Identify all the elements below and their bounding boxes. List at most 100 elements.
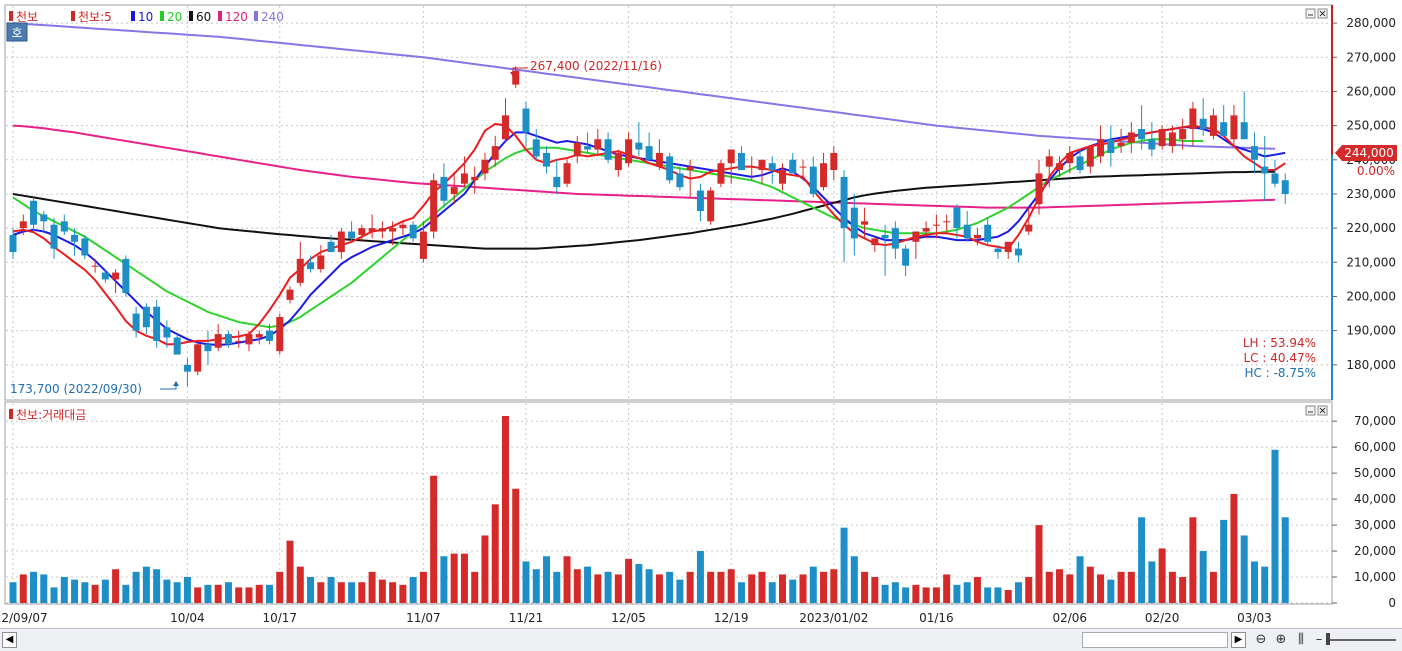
price-pane-minimize-icon[interactable] — [1305, 8, 1316, 19]
volume-bar — [748, 574, 756, 603]
candle-body — [183, 364, 191, 372]
zoom-slider-knob[interactable] — [1326, 633, 1330, 645]
volume-bar — [337, 582, 345, 603]
volume-bar — [943, 574, 951, 603]
candle-body — [409, 224, 417, 239]
candle-body — [1230, 115, 1238, 140]
volume-bar — [912, 584, 920, 603]
candle-body — [727, 149, 735, 164]
volume-pane-close-icon[interactable] — [1317, 405, 1328, 416]
candle-body — [635, 142, 643, 150]
x-axis-label: 03/03 — [1237, 611, 1272, 625]
candle-body — [789, 159, 797, 174]
candle-body — [522, 108, 530, 133]
volume-bar — [378, 579, 386, 603]
volume-bar — [635, 564, 643, 603]
price-pane-close-icon[interactable] — [1317, 8, 1328, 19]
volume-bar — [1199, 551, 1207, 603]
candle-body — [532, 139, 540, 157]
candle-body — [543, 152, 551, 167]
volume-bar — [419, 571, 427, 603]
price-axis-label: 220,000 — [1346, 221, 1396, 235]
volume-bar — [1281, 517, 1289, 603]
candle-body — [1035, 173, 1043, 205]
volume-bar — [1045, 571, 1053, 603]
candle-body — [912, 231, 920, 242]
candle-body — [224, 334, 232, 345]
high-annotation: 267,400 (2022/11/16) — [530, 59, 662, 73]
volume-bar — [1189, 517, 1197, 603]
candle-body — [450, 187, 458, 194]
indicator-badge[interactable]: 호 — [6, 22, 28, 42]
volume-bar — [984, 587, 992, 603]
candle-body — [1179, 129, 1187, 140]
volume-bar — [153, 569, 161, 603]
chart-scrollbar[interactable]: ◀ ▶ ⊖ ⊕ ⫼ – — [0, 628, 1402, 651]
stock-chart: 280,000270,000260,000250,000240,000230,0… — [0, 4, 1397, 625]
candle-body — [378, 228, 386, 232]
volume-bar — [71, 579, 79, 603]
candle-body — [1271, 173, 1279, 184]
volume-bar — [1250, 561, 1258, 603]
candle-body — [81, 238, 89, 256]
candle-body — [101, 272, 109, 280]
scroll-thumb[interactable] — [1082, 632, 1228, 648]
volume-bar — [1086, 566, 1094, 603]
low-annotation: 173,700 (2022/09/30) — [10, 382, 142, 396]
bar-spacing-icon[interactable]: ⫼ — [1298, 632, 1304, 647]
candle-body — [748, 166, 756, 168]
legend-item-ma60: 60 — [196, 10, 211, 24]
volume-bar — [1209, 571, 1217, 603]
volume-bar — [522, 561, 530, 603]
candle-body — [645, 146, 653, 160]
zoom-slider-track[interactable] — [1330, 639, 1396, 641]
volume-bar — [758, 571, 766, 603]
zoom-slider-minus-icon[interactable]: – — [1315, 632, 1323, 647]
volume-bar — [799, 574, 807, 603]
price-axis-label: 230,000 — [1346, 187, 1396, 201]
volume-bar — [440, 556, 448, 603]
candle-body — [1056, 163, 1064, 171]
volume-axis-label: 70,000 — [1354, 414, 1396, 428]
candle-body — [266, 330, 273, 341]
candle-body — [1209, 115, 1217, 136]
volume-bar — [266, 584, 273, 603]
candle-body — [584, 146, 592, 150]
candle-body — [553, 176, 561, 188]
volume-bar — [276, 571, 284, 603]
candle-body — [963, 224, 971, 239]
candle-body — [984, 224, 992, 242]
scroll-left-icon[interactable]: ◀ — [2, 632, 17, 648]
volume-bar — [204, 584, 212, 603]
zoom-in-icon[interactable]: ⊕ — [1275, 632, 1287, 647]
candle-body — [686, 166, 694, 171]
volume-bar — [1230, 493, 1238, 603]
volume-bar — [245, 587, 253, 603]
volume-bar — [1148, 561, 1156, 603]
volume-bar — [861, 571, 869, 603]
candle-body — [1261, 166, 1269, 174]
candle-body — [799, 166, 807, 168]
volume-bar — [19, 574, 27, 603]
volume-bar — [255, 584, 263, 603]
volume-bar — [142, 566, 150, 603]
volume-bar — [1107, 579, 1115, 603]
candle-body — [994, 248, 1002, 253]
volume-axis-label: 40,000 — [1354, 492, 1396, 506]
volume-bar — [963, 582, 971, 603]
volume-bar — [809, 566, 817, 603]
volume-pane-minimize-icon[interactable] — [1305, 405, 1316, 416]
volume-bar — [194, 587, 202, 603]
volume-bar — [389, 582, 397, 603]
candle-body — [1014, 248, 1022, 256]
candle-body — [337, 231, 345, 253]
price-axis-label: 180,000 — [1346, 358, 1396, 372]
zoom-out-icon[interactable]: ⊖ — [1255, 632, 1267, 647]
candle-body — [91, 265, 99, 267]
scroll-right-icon[interactable]: ▶ — [1231, 632, 1246, 648]
candle-body — [1281, 180, 1289, 194]
candle-body — [737, 152, 745, 171]
candle-body — [50, 224, 58, 249]
price-axis-label: 200,000 — [1346, 289, 1396, 303]
candle-body — [204, 344, 212, 352]
